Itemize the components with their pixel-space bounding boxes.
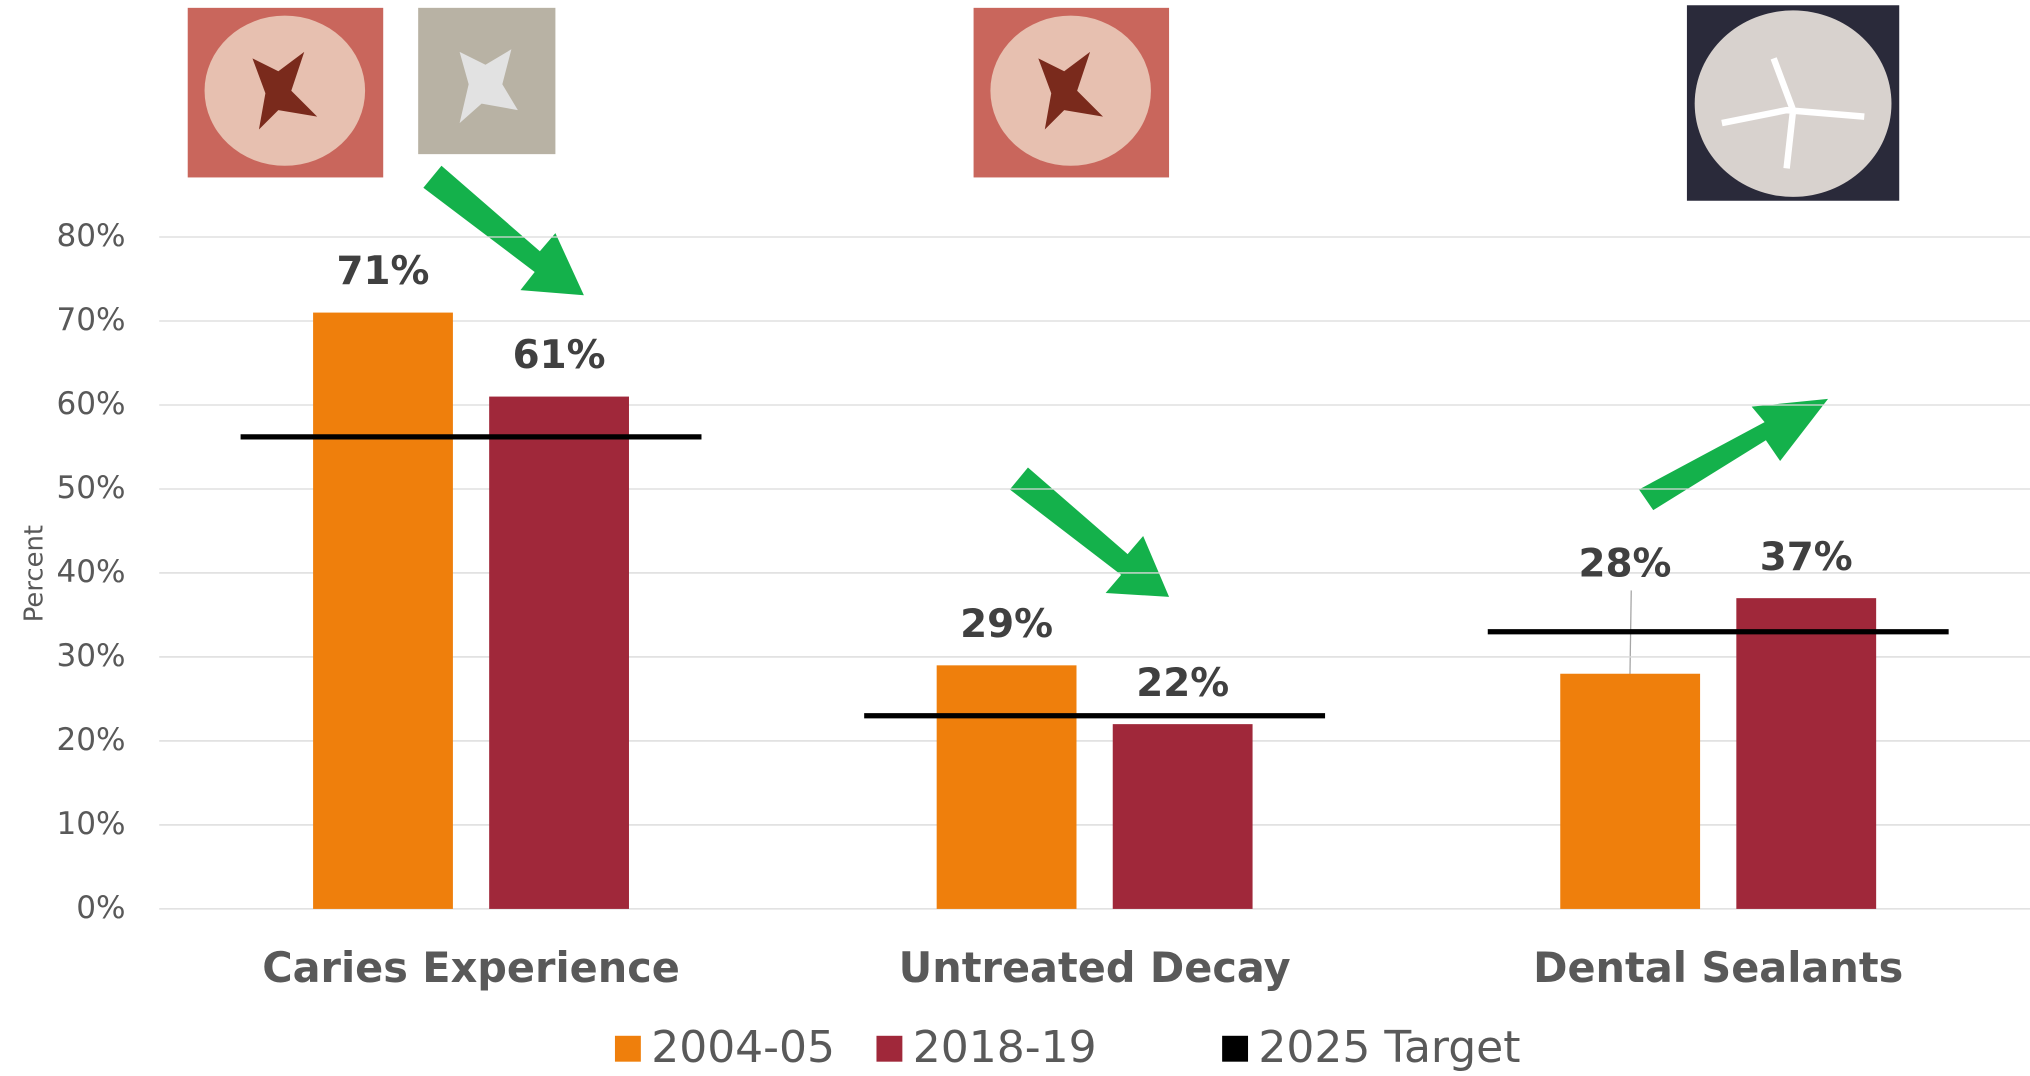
legend-label: 2004-05 (651, 1022, 835, 1073)
value-label: 71% (337, 249, 430, 294)
trend-arrow (1010, 467, 1169, 596)
legend-label: 2025 Target (1258, 1022, 1520, 1073)
y-tick-label: 80% (57, 218, 126, 254)
y-tick-label: 60% (57, 386, 126, 422)
bar (937, 665, 1077, 909)
value-label: 37% (1760, 535, 1853, 580)
chart: Percent 0% 10% 20% 30% 40% 50% 60% 70% 80% Caries… (0, 0, 2030, 1076)
y-tick-label: 0% (76, 890, 125, 926)
y-tick-label: 40% (57, 554, 126, 590)
bar (1113, 724, 1253, 909)
y-tick-label: 70% (57, 302, 126, 338)
x-tick-label: Untreated Decay (899, 944, 1291, 992)
y-tick-label: 10% (57, 806, 126, 842)
legend-swatch (876, 1036, 902, 1062)
legend-label: 2018-19 (913, 1022, 1097, 1073)
x-tick-label: Dental Sealants (1533, 944, 1903, 992)
bar (1560, 674, 1700, 909)
value-label: 61% (513, 333, 606, 378)
bar (313, 313, 453, 909)
trend-arrow (423, 166, 584, 295)
x-tick-label: Caries Experience (262, 944, 680, 992)
value-label: 28% (1579, 541, 1672, 586)
value-label: 29% (960, 602, 1053, 647)
legend-swatch (615, 1036, 641, 1062)
value-label: 22% (1136, 661, 1229, 706)
bar (1736, 598, 1876, 909)
legend-swatch (1222, 1036, 1248, 1062)
y-axis-title: Percent (19, 525, 49, 622)
page: {"chart_data": {"type": "bar", "categori… (0, 0, 2030, 1076)
y-tick-label: 20% (57, 722, 126, 758)
y-tick-label: 30% (57, 638, 126, 674)
trend-arrow (1639, 399, 1828, 510)
bar (489, 397, 629, 909)
y-tick-label: 50% (57, 470, 126, 506)
